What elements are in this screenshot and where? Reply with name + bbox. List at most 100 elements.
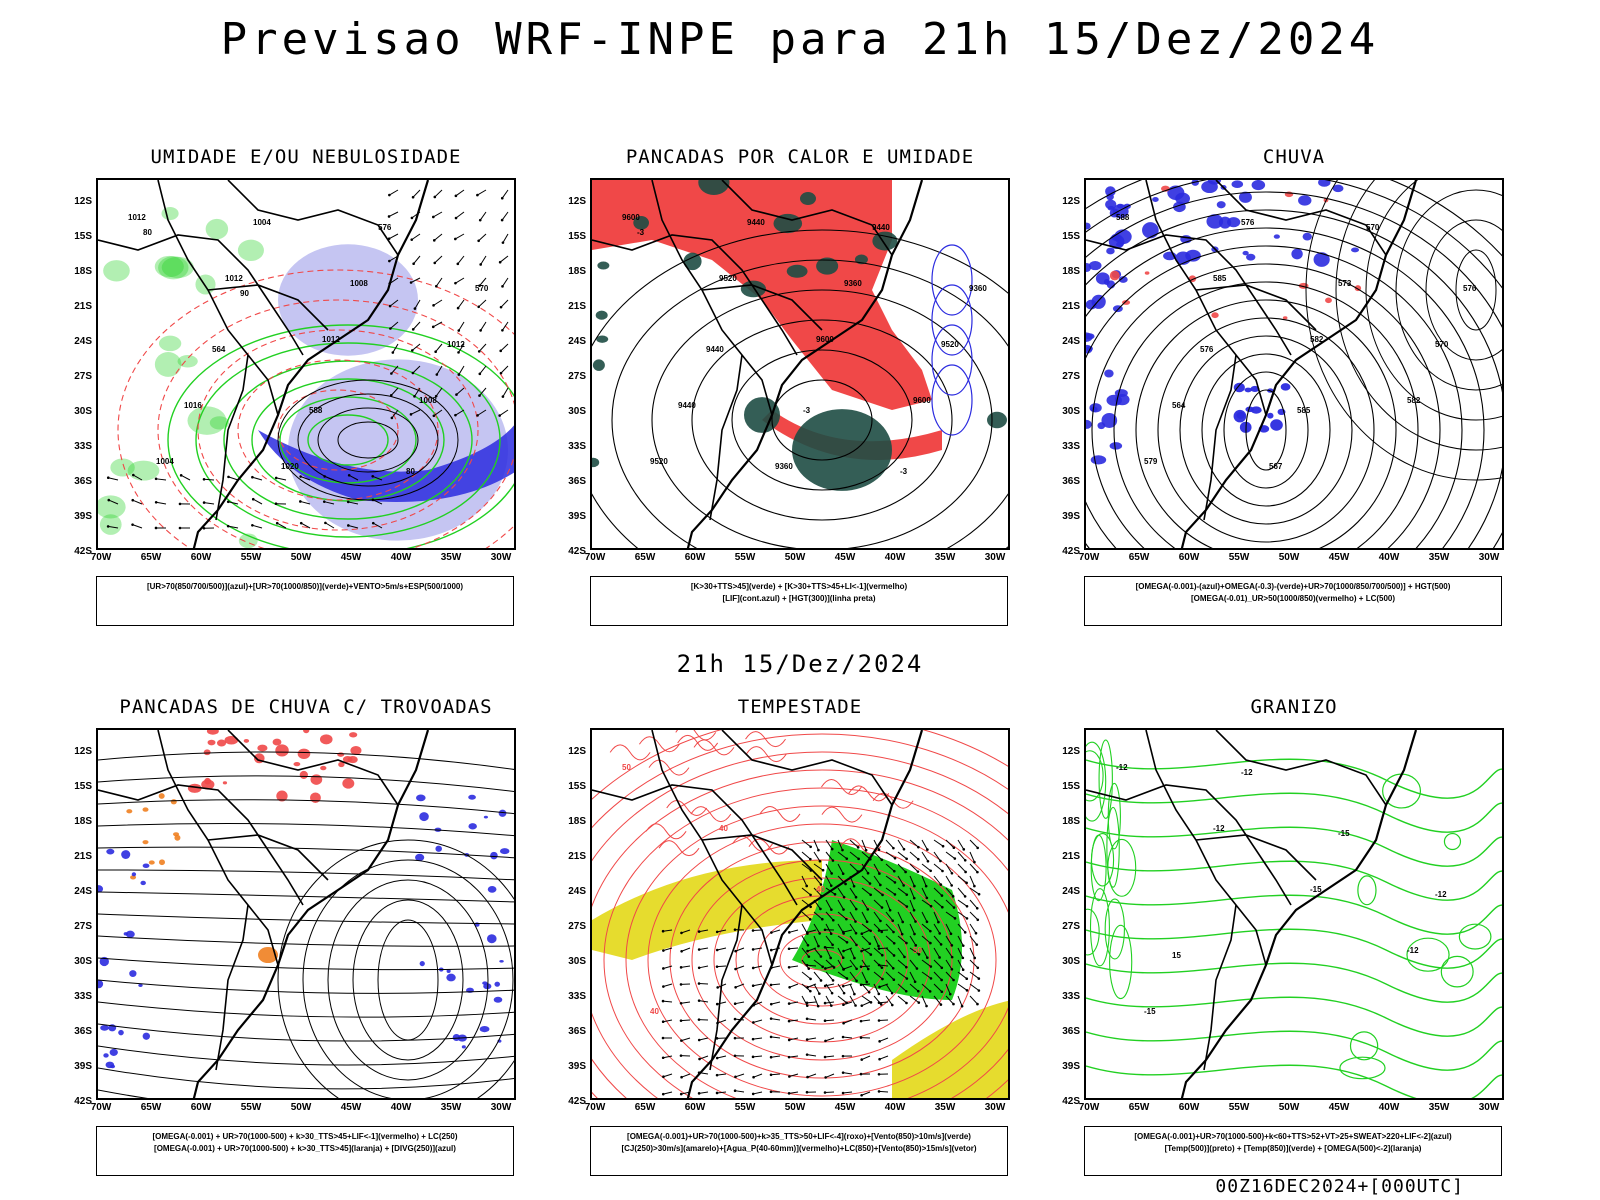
wind-vector — [300, 500, 311, 505]
latitude-tick-label: 36S — [74, 476, 92, 487]
wind-vector-head — [274, 502, 278, 505]
wind-vector-head — [833, 892, 837, 896]
shaded-area — [482, 981, 488, 985]
wind-vector-head — [389, 327, 392, 330]
wind-vector-head — [251, 523, 254, 527]
contour-label: 1008 — [419, 396, 437, 405]
wind-vector — [861, 935, 871, 945]
wind-vector-head — [976, 870, 979, 874]
wind-vector-head — [938, 932, 942, 935]
contour-label: 564 — [1172, 401, 1186, 410]
wind-vector-head — [251, 497, 255, 501]
wind-vector-head — [226, 500, 230, 504]
wind-vector-head — [106, 525, 110, 528]
country-border — [1203, 354, 1237, 521]
wind-vector-head — [868, 942, 872, 946]
wind-vector-head — [478, 372, 482, 376]
wind-vector — [228, 501, 239, 505]
shaded-area — [258, 425, 514, 502]
wind-vector-head — [953, 857, 957, 860]
wind-vector — [735, 965, 745, 970]
shaded-area — [1250, 385, 1260, 393]
wind-vector — [789, 1073, 799, 1077]
shaded-area — [207, 739, 216, 746]
wind-vector-head — [806, 931, 809, 934]
wind-vector-head — [913, 932, 916, 936]
wind-vector-head — [829, 932, 833, 936]
shaded-area — [272, 738, 282, 746]
wind-vector — [480, 255, 487, 265]
wind-vector — [752, 1055, 763, 1058]
wind-vector-head — [661, 999, 665, 1003]
wind-vector-head — [697, 930, 701, 933]
wind-vector-head — [435, 284, 438, 288]
wind-vector — [933, 839, 944, 847]
wind-vector-head — [809, 845, 812, 849]
shaded-area — [148, 860, 155, 865]
wind-vector-head — [456, 262, 460, 266]
longitude-tick-label: 30W — [1478, 552, 1500, 563]
wind-vector — [663, 929, 673, 932]
wind-vector-head — [965, 989, 969, 992]
wind-vector-head — [963, 931, 967, 934]
country-border — [709, 904, 743, 1071]
wind-vector — [455, 277, 465, 284]
wind-vector — [807, 947, 817, 952]
wind-vector — [455, 233, 465, 240]
contour-label: 40 — [719, 824, 728, 833]
map-trovoadas — [96, 728, 516, 1100]
contour-line — [1458, 923, 1492, 950]
wind-vector-head — [869, 953, 873, 956]
latitude-tick-label: 12S — [1062, 746, 1080, 757]
streamline — [98, 891, 514, 903]
contour-line — [931, 244, 973, 316]
wind-vector — [324, 501, 335, 505]
wind-vector — [921, 851, 929, 862]
wind-vector — [957, 911, 968, 919]
wind-vector-head — [275, 521, 279, 525]
wind-vector-head — [976, 846, 979, 850]
contour-label: 564 — [212, 345, 226, 354]
shaded-area — [1282, 316, 1288, 320]
country-border — [1086, 784, 1292, 906]
shaded-area — [1273, 234, 1280, 239]
wind-vector — [837, 959, 844, 970]
country-border — [157, 180, 279, 416]
wind-vector — [108, 499, 119, 505]
wind-vector-head — [977, 977, 981, 980]
latitude-tick-label: 27S — [1062, 921, 1080, 932]
wind-vector — [909, 887, 915, 899]
wind-vector — [897, 947, 905, 958]
wind-vector-head — [952, 978, 955, 982]
wind-vector-head — [697, 1038, 701, 1042]
wind-vector-head — [824, 1076, 827, 1079]
longitude-tick-label: 40W — [1378, 1102, 1400, 1113]
wind-vector-head — [854, 1004, 857, 1007]
shaded-area — [158, 335, 182, 352]
wind-vector — [843, 965, 853, 970]
shaded-area — [1152, 197, 1159, 202]
wind-vector — [717, 929, 727, 933]
wind-vector — [860, 965, 871, 968]
wind-vector — [813, 887, 822, 897]
wind-vector — [849, 959, 858, 970]
wind-vector-head — [877, 929, 881, 932]
contour-line — [1086, 741, 1107, 822]
shaded-area — [1089, 403, 1102, 413]
wind-vector-head — [178, 526, 182, 530]
shaded-area — [257, 744, 268, 752]
contour-line — [1425, 219, 1502, 361]
wind-vector-head — [809, 857, 812, 861]
wind-vector-head — [823, 984, 827, 988]
wind-vector — [843, 1001, 853, 1006]
coastline — [1180, 730, 1418, 1098]
shaded-area — [174, 834, 181, 841]
wind-vector — [921, 899, 932, 907]
wind-vector-head — [841, 956, 845, 959]
contour-line — [779, 931, 865, 989]
wind-vector — [885, 983, 893, 994]
wind-vector-head — [411, 195, 415, 199]
wind-vector — [681, 1073, 691, 1078]
wind-vector-head — [787, 1019, 791, 1023]
contour-line — [745, 746, 787, 763]
